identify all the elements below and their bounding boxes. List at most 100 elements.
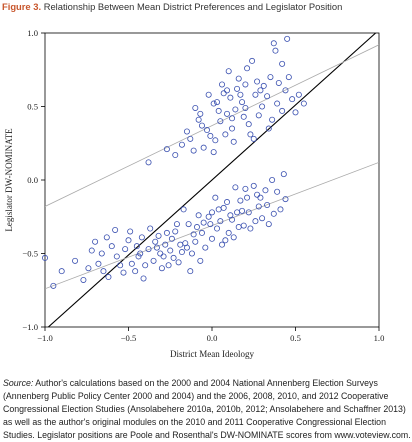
data-point bbox=[105, 274, 112, 281]
data-point bbox=[259, 215, 266, 222]
data-point bbox=[198, 229, 205, 236]
data-point bbox=[219, 81, 226, 88]
data-point bbox=[120, 269, 127, 276]
data-point bbox=[112, 226, 119, 233]
data-point bbox=[162, 241, 169, 248]
data-point bbox=[147, 225, 154, 232]
data-point bbox=[207, 221, 214, 228]
data-point bbox=[183, 244, 190, 251]
data-point bbox=[188, 250, 195, 257]
data-point bbox=[195, 116, 202, 123]
fit-upper-line bbox=[45, 44, 379, 207]
data-point bbox=[254, 78, 261, 85]
data-point bbox=[269, 116, 276, 123]
data-point bbox=[245, 209, 252, 216]
data-point bbox=[242, 81, 249, 88]
data-point bbox=[235, 224, 242, 231]
data-point bbox=[245, 121, 252, 128]
data-point bbox=[212, 137, 219, 144]
figure-title: Relationship Between Mean District Prefe… bbox=[43, 1, 343, 12]
data-point bbox=[85, 265, 92, 272]
data-point bbox=[132, 268, 139, 275]
y-tick-label: −0.5 bbox=[22, 249, 38, 259]
data-point bbox=[232, 106, 239, 113]
data-point bbox=[267, 74, 274, 81]
data-point bbox=[165, 262, 172, 269]
data-point bbox=[220, 90, 227, 97]
data-point bbox=[252, 91, 259, 98]
data-point bbox=[163, 146, 170, 153]
data-point bbox=[284, 35, 291, 42]
data-point bbox=[117, 262, 124, 269]
data-point bbox=[95, 260, 102, 267]
data-point bbox=[242, 104, 249, 111]
data-point bbox=[229, 115, 236, 122]
x-tick-label: 0.5 bbox=[290, 333, 301, 343]
data-point bbox=[252, 218, 259, 225]
data-point bbox=[178, 249, 185, 256]
data-point bbox=[270, 210, 277, 217]
data-point bbox=[225, 68, 232, 75]
data-point bbox=[265, 221, 272, 228]
reference-lines bbox=[45, 33, 379, 327]
data-point bbox=[219, 241, 226, 248]
data-point bbox=[269, 176, 276, 183]
source-text: Author's calculations based on the 2000 … bbox=[3, 378, 411, 440]
data-point bbox=[240, 113, 247, 120]
data-point bbox=[135, 253, 142, 260]
data-point bbox=[279, 107, 286, 114]
data-point bbox=[207, 132, 214, 139]
data-point bbox=[225, 229, 232, 236]
data-point bbox=[172, 228, 179, 235]
data-point bbox=[242, 185, 249, 192]
figure-heading: Figure 3. Relationship Between Mean Dist… bbox=[2, 0, 342, 14]
data-point bbox=[279, 60, 286, 67]
data-point bbox=[200, 144, 207, 151]
data-point bbox=[239, 99, 246, 106]
data-point bbox=[187, 135, 194, 142]
data-point bbox=[172, 152, 179, 159]
data-point bbox=[185, 221, 192, 228]
data-point bbox=[255, 112, 262, 119]
data-point bbox=[237, 197, 244, 204]
data-point bbox=[289, 96, 296, 103]
data-point bbox=[282, 87, 289, 94]
data-point bbox=[275, 79, 282, 86]
y-tick-label: 0.0 bbox=[27, 175, 38, 185]
data-point bbox=[234, 85, 241, 92]
data-point bbox=[113, 253, 120, 260]
data-point bbox=[92, 238, 99, 245]
data-point bbox=[280, 171, 287, 178]
data-point bbox=[257, 194, 264, 201]
data-point bbox=[217, 218, 224, 225]
data-point bbox=[210, 149, 217, 156]
source-label: Source: bbox=[3, 378, 34, 388]
x-tick-label: 1.0 bbox=[374, 333, 385, 343]
data-point bbox=[88, 247, 95, 254]
x-tick-label: 0.0 bbox=[207, 333, 218, 343]
data-point bbox=[127, 228, 134, 235]
data-point bbox=[300, 100, 307, 107]
data-point bbox=[264, 93, 271, 100]
data-point bbox=[98, 250, 105, 257]
y-axis-label: Legislator DW-NOMINATE bbox=[4, 128, 14, 232]
data-points bbox=[42, 35, 307, 289]
fit-lower-line bbox=[45, 161, 379, 290]
data-point bbox=[175, 259, 182, 266]
data-point bbox=[224, 110, 231, 117]
data-point bbox=[155, 232, 162, 239]
data-point bbox=[108, 243, 115, 250]
data-point bbox=[208, 235, 215, 242]
data-point bbox=[230, 234, 237, 241]
data-point bbox=[264, 201, 271, 208]
data-point bbox=[180, 206, 187, 213]
data-point bbox=[103, 234, 110, 241]
data-point bbox=[197, 110, 204, 117]
data-point bbox=[203, 127, 210, 134]
data-point bbox=[173, 221, 180, 228]
data-point bbox=[168, 235, 175, 242]
data-point bbox=[265, 125, 272, 132]
data-point bbox=[292, 109, 299, 116]
data-point bbox=[227, 94, 234, 101]
data-point bbox=[128, 260, 135, 267]
